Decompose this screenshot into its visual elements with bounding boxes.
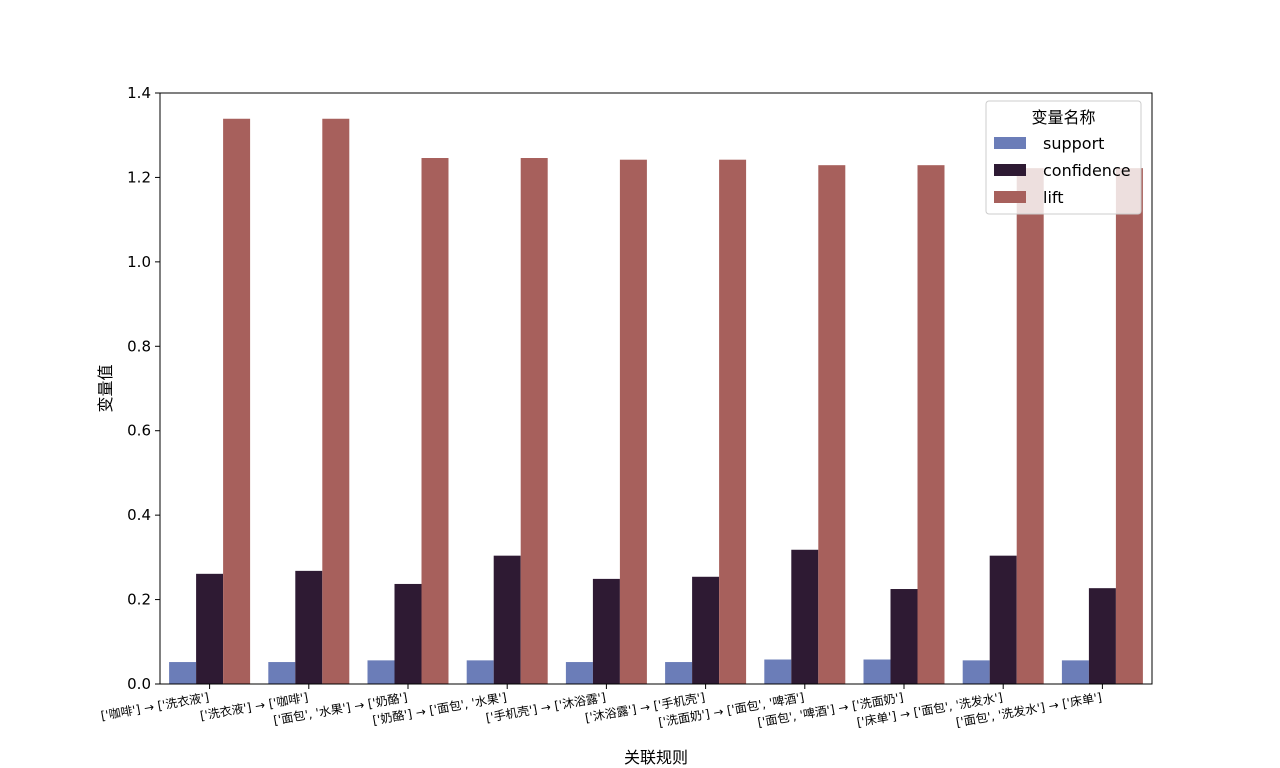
bar-support xyxy=(962,660,990,684)
plot-frame xyxy=(159,92,1153,685)
legend-label-confidence: confidence xyxy=(1043,161,1131,180)
legend-title: 变量名称 xyxy=(1031,108,1095,127)
bar-support xyxy=(169,662,197,684)
bar-support xyxy=(665,662,693,684)
bar-support xyxy=(764,659,792,684)
y-tick-label: 0.0 xyxy=(127,675,151,693)
y-tick-label: 1.2 xyxy=(127,168,151,186)
x-axis-label: 关联规则 xyxy=(624,748,688,767)
bar-lift xyxy=(1115,168,1143,685)
bar-lift xyxy=(619,159,647,684)
legend-swatch-lift xyxy=(994,191,1026,203)
legend: 变量名称 support confidence lift xyxy=(985,100,1142,215)
bar-lift xyxy=(818,165,846,685)
y-axis: 0.0 0.2 0.4 0.6 0.8 1.0 1.2 1.4 xyxy=(127,84,160,693)
bar-confidence xyxy=(394,583,422,684)
y-tick-label: 0.8 xyxy=(127,337,151,355)
bar-lift xyxy=(223,118,251,684)
y-tick-label: 0.4 xyxy=(127,506,151,524)
bar-lift xyxy=(520,158,548,684)
legend-label-lift: lift xyxy=(1043,188,1064,207)
bar-confidence xyxy=(493,555,521,684)
bar-confidence xyxy=(196,573,224,684)
bar-confidence xyxy=(791,549,819,684)
bar-support xyxy=(1061,660,1089,684)
bar-lift xyxy=(719,159,747,684)
bar-confidence xyxy=(295,570,323,684)
bar-support xyxy=(367,660,395,684)
y-tick-label: 0.6 xyxy=(127,422,151,440)
legend-box xyxy=(985,100,1142,215)
bar-lift xyxy=(917,165,945,685)
bar-support xyxy=(565,662,593,684)
bar-lift xyxy=(421,158,449,684)
y-tick-label: 1.4 xyxy=(127,84,151,102)
bar-confidence xyxy=(1088,588,1116,684)
bar-support xyxy=(466,660,494,684)
bar-support xyxy=(268,662,296,684)
y-axis-label: 变量值 xyxy=(96,364,115,412)
legend-swatch-confidence xyxy=(994,164,1026,176)
x-tick-label: ['咖啡'] → ['洗衣液'] xyxy=(100,689,211,723)
bar-support xyxy=(863,659,891,684)
bar-confidence xyxy=(890,589,918,684)
y-tick-label: 0.2 xyxy=(127,591,151,609)
bar-lift xyxy=(322,118,350,684)
x-axis: ['咖啡'] → ['洗衣液']['洗衣液'] → ['咖啡']['面包', '… xyxy=(100,684,1103,730)
legend-swatch-support xyxy=(994,137,1026,149)
bar-confidence xyxy=(592,578,620,684)
legend-label-support: support xyxy=(1043,134,1104,153)
bar-confidence xyxy=(692,576,720,684)
bars-layer xyxy=(169,118,1143,685)
bar-confidence xyxy=(989,555,1017,684)
bar-lift xyxy=(1016,168,1044,685)
y-tick-label: 1.0 xyxy=(127,253,151,271)
